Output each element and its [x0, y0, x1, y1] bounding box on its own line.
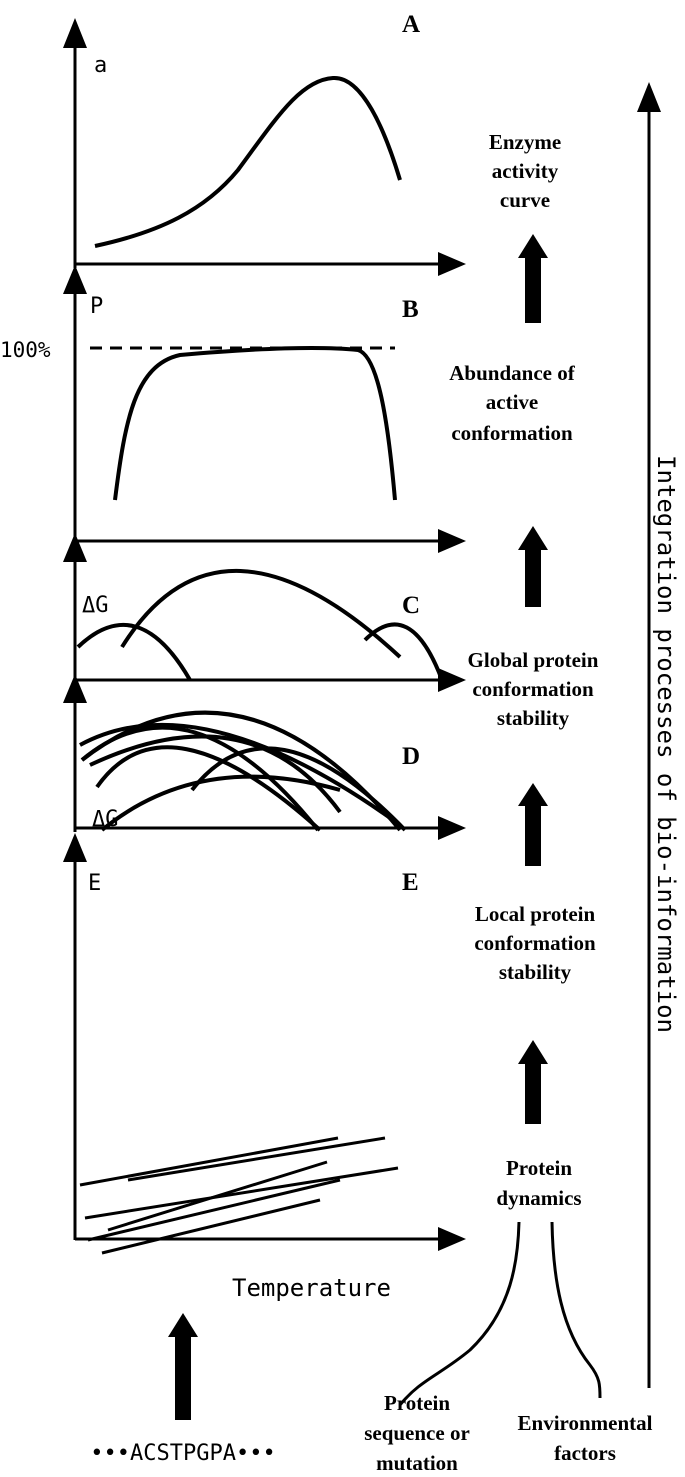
panel-c-letter: C: [402, 592, 420, 619]
caption-a-line-2: activity: [492, 159, 559, 183]
flow-arrow-sequence-up: [168, 1313, 198, 1420]
stability-curve-left: [76, 622, 192, 682]
panel-d: D: [63, 674, 466, 840]
flow-arrow-d-to-c: [518, 783, 548, 866]
caption-d-line-1: Local protein: [475, 902, 596, 926]
enzyme-activity-curve: [94, 75, 402, 248]
dynamics-line-1: [79, 1136, 339, 1187]
local-curve-4: [79, 722, 402, 827]
integration-arrowhead: [637, 82, 661, 112]
panel-e-y-arrowhead: [63, 833, 87, 862]
panel-a-letter: A: [402, 11, 420, 38]
reference-100-label: 100%: [0, 338, 51, 362]
stability-curve-main: [120, 569, 402, 659]
panel-d-y-arrowhead: [63, 674, 87, 703]
protein-sequence: •••ACSTPGPA•••: [90, 1441, 275, 1466]
caption-e-line-1: Protein: [506, 1156, 572, 1180]
caption-d-line-2: conformation: [474, 931, 596, 955]
panel-a-axis-label: a: [94, 53, 107, 78]
environment-input-line: [550, 1221, 602, 1399]
caption-a-line-1: Enzyme: [489, 130, 561, 154]
integration-label: Integration processes of bio-information: [652, 455, 680, 1033]
dynamics-line-6: [101, 1198, 321, 1255]
caption-a-line-3: curve: [500, 188, 550, 212]
panel-a-x-arrowhead: [438, 252, 466, 276]
panel-e-letter: E: [402, 869, 419, 896]
panel-b-axis-label: P: [90, 294, 103, 319]
panel-d-axis-label: ΔG: [92, 807, 119, 832]
sequence-input-line: [398, 1221, 521, 1406]
caption-c-line-3: stability: [497, 706, 570, 730]
flow-arrow-c-to-b: [518, 526, 548, 607]
sequence-label-line-1: Protein: [384, 1391, 450, 1415]
local-curve-6: [190, 746, 407, 832]
caption-b-line-3: conformation: [451, 421, 573, 445]
caption-e-line-2: dynamics: [496, 1186, 581, 1210]
dynamics-line-5: [87, 1178, 341, 1242]
panel-e-x-arrowhead: [438, 1227, 466, 1251]
panel-c: ΔG C: [63, 533, 466, 692]
input-labels: Protein sequence or mutation Environment…: [364, 1391, 652, 1475]
panel-e-axis-label: E: [88, 871, 101, 896]
panel-b-x-arrowhead: [438, 529, 466, 553]
caption-b-line-2: active: [486, 390, 538, 414]
panel-d-letter: D: [402, 743, 420, 770]
caption-d-line-3: stability: [499, 960, 572, 984]
sequence-label-line-2: sequence or: [364, 1421, 470, 1445]
caption-c-line-2: conformation: [472, 677, 594, 701]
panel-b: P 100% B: [0, 265, 466, 553]
panel-c-axis-label: ΔG: [82, 593, 109, 618]
flow-arrow-e-to-d: [518, 1040, 548, 1124]
sequence-label-line-3: mutation: [376, 1451, 458, 1475]
local-curve-5: [89, 734, 342, 814]
panel-b-letter: B: [402, 296, 419, 323]
panel-a: a A: [63, 11, 466, 276]
environment-label-line-2: factors: [554, 1441, 616, 1465]
temperature-label: Temperature: [232, 1274, 391, 1302]
panel-b-y-arrowhead: [63, 265, 87, 294]
captions: Enzyme activity curve Abundance of activ…: [449, 130, 598, 1210]
panel-c-y-arrowhead: [63, 533, 87, 562]
dynamics-line-4: [84, 1166, 399, 1220]
local-stability-curves: [79, 710, 407, 832]
flow-arrow-b-to-a: [518, 234, 548, 323]
panel-c-x-arrowhead: [438, 668, 466, 692]
panel-d-x-arrowhead: [438, 816, 466, 840]
dynamics-line-2: [127, 1136, 386, 1182]
stability-curve-right: [363, 622, 444, 681]
environment-label-line-1: Environmental: [518, 1411, 653, 1435]
dynamics-lines: [79, 1136, 399, 1255]
caption-c-line-1: Global protein: [468, 648, 599, 672]
local-curve-1: [95, 745, 322, 832]
active-conformation-curve: [113, 345, 397, 501]
panel-e: E E: [63, 833, 419, 1000]
caption-b-line-1: Abundance of: [449, 361, 575, 385]
flow-arrows: [168, 234, 548, 1420]
local-curve-7: [100, 774, 341, 832]
panel-a-y-arrowhead: [63, 18, 87, 48]
panel-e-plot: Temperature: [73, 1000, 466, 1255]
